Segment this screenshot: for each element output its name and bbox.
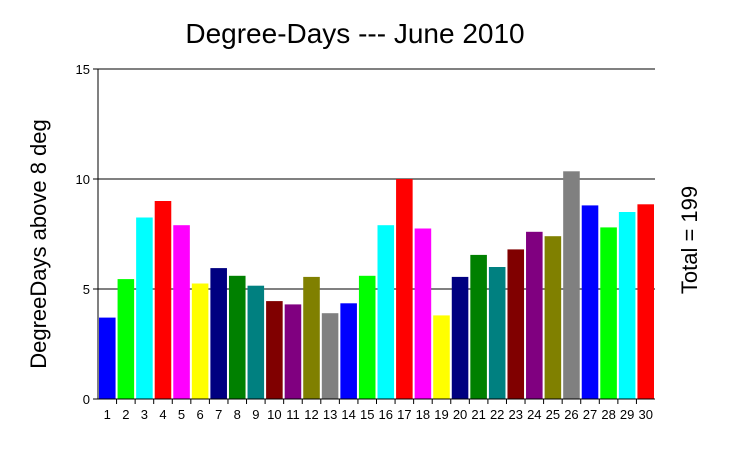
bar-day-26 — [563, 171, 580, 399]
x-tick-label-7: 7 — [215, 407, 222, 422]
x-tick-label-19: 19 — [434, 407, 448, 422]
y-tick-label-10: 10 — [76, 172, 90, 187]
y-tick-labels: 0 5 10 15 — [76, 62, 90, 407]
bar-day-3 — [136, 217, 153, 399]
x-tick-label-17: 17 — [397, 407, 411, 422]
x-tick-label-1: 1 — [104, 407, 111, 422]
bar-day-20 — [451, 276, 469, 399]
bar-day-17 — [396, 179, 413, 399]
bar-day-6 — [191, 283, 209, 399]
bar-day-24 — [526, 231, 543, 399]
y-tick-label-5: 5 — [83, 282, 90, 297]
x-tick-label-13: 13 — [323, 407, 337, 422]
x-tick-label-15: 15 — [360, 407, 374, 422]
x-tick-label-24: 24 — [527, 407, 541, 422]
x-tick-label-8: 8 — [234, 407, 241, 422]
y-tick-label-0: 0 — [83, 392, 90, 407]
x-tick-label-23: 23 — [509, 407, 523, 422]
x-tick-label-27: 27 — [583, 407, 597, 422]
x-tick-labels: 1 2 3 4 5 6 7 8 9 10 11 12 13 14 15 16 17 18 19 20 21 22 23 24 2… — [104, 407, 653, 422]
total-annotation-group: Total = 199 — [677, 186, 702, 294]
x-tick-label-30: 30 — [638, 407, 652, 422]
bar-day-10 — [266, 301, 283, 399]
x-tick-label-14: 14 — [341, 407, 355, 422]
x-tick-label-5: 5 — [178, 407, 185, 422]
bar-day-19 — [433, 315, 450, 399]
bar-day-23 — [507, 249, 525, 399]
x-tick-label-6: 6 — [197, 407, 204, 422]
bars — [99, 171, 654, 399]
bar-day-25 — [544, 236, 562, 399]
x-tick-label-10: 10 — [267, 407, 281, 422]
bar-day-13 — [321, 313, 339, 399]
axes — [93, 68, 655, 404]
bar-day-21 — [470, 254, 487, 399]
bar-day-9 — [247, 285, 265, 399]
bar-day-11 — [284, 304, 302, 399]
bar-day-5 — [173, 225, 190, 399]
total-annotation: Total = 199 — [677, 186, 702, 294]
x-tick-label-18: 18 — [416, 407, 430, 422]
x-tick-label-9: 9 — [252, 407, 259, 422]
bar-day-27 — [581, 205, 599, 399]
bar-day-15 — [358, 275, 376, 399]
x-tick-label-21: 21 — [471, 407, 485, 422]
bar-day-8 — [228, 275, 246, 399]
y-axis-label-group: DegreeDays above 8 deg — [26, 119, 51, 369]
y-tick-label-15: 15 — [76, 62, 90, 77]
x-tick-label-22: 22 — [490, 407, 504, 422]
gridlines — [98, 68, 655, 290]
bar-day-12 — [303, 276, 320, 399]
bar-day-16 — [377, 225, 395, 399]
y-axis-label: DegreeDays above 8 deg — [26, 119, 51, 369]
bar-day-29 — [618, 212, 636, 399]
x-tick-label-2: 2 — [122, 407, 129, 422]
x-tick-label-25: 25 — [546, 407, 560, 422]
x-tick-label-12: 12 — [304, 407, 318, 422]
x-tick-label-4: 4 — [159, 407, 166, 422]
x-tick-label-3: 3 — [141, 407, 148, 422]
bar-day-7 — [210, 268, 227, 399]
bar-day-14 — [340, 303, 357, 399]
x-tick-label-16: 16 — [379, 407, 393, 422]
bar-day-22 — [488, 267, 506, 399]
bar-day-1 — [99, 317, 116, 399]
bar-day-4 — [154, 201, 172, 399]
bar-day-28 — [600, 227, 617, 399]
x-tick-label-28: 28 — [601, 407, 615, 422]
x-tick-label-20: 20 — [453, 407, 467, 422]
x-tick-label-29: 29 — [620, 407, 634, 422]
bar-day-30 — [637, 204, 654, 399]
x-tick-label-26: 26 — [564, 407, 578, 422]
bar-day-2 — [117, 279, 135, 399]
bar-day-18 — [414, 228, 432, 399]
x-tick-label-11: 11 — [286, 407, 300, 422]
chart-title: Degree-Days --- June 2010 — [185, 18, 524, 49]
